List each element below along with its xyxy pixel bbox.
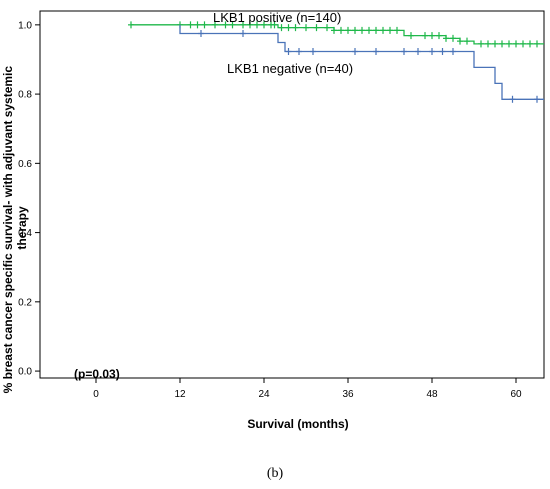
y-tick-label: 0.0 [18,367,32,378]
series-layer [128,21,544,103]
series-lkb1-negative [179,24,544,103]
figure-caption: (b) [266,466,284,481]
x-tick-label: 36 [342,389,354,400]
survival-step-line [131,24,544,45]
y-tick-label: 0.6 [18,159,32,170]
series-lkb1-positive [128,21,544,48]
series-label-positive: LKB1 positive (n=140) [213,10,341,25]
series-label-negative: LKB1 negative (n=40) [227,61,353,76]
y-axis-title-line2: therapy [15,206,29,250]
y-axis-title-line1: % breast cancer specific survival- with … [1,66,15,394]
x-axis: 0 12 24 36 48 60 [93,378,522,400]
x-tick-label: 12 [174,389,186,400]
x-axis-title: Survival (months) [247,417,348,431]
y-tick-label: 1.0 [18,20,32,31]
y-tick-label: 0.8 [18,90,32,101]
p-value-annotation: (p=0.03) [74,367,120,381]
x-tick-label: 48 [426,389,438,400]
survival-chart: 0.0 0.2 0.4 0.6 0.8 1.0 0 12 24 36 48 60 Survival … [1,10,545,431]
y-tick-label: 0.4 [18,228,32,239]
y-axis-title: % breast cancer specific survival- with … [1,63,29,394]
plot-frame [39,10,545,379]
x-tick-label: 24 [258,389,270,400]
survival-step-line [179,24,544,100]
y-tick-label: 0.2 [18,297,32,308]
x-tick-label: 60 [510,389,522,400]
plot-area [39,10,545,379]
x-tick-label: 0 [93,389,99,400]
y-axis: 0.0 0.2 0.4 0.6 0.8 1.0 [18,20,40,378]
